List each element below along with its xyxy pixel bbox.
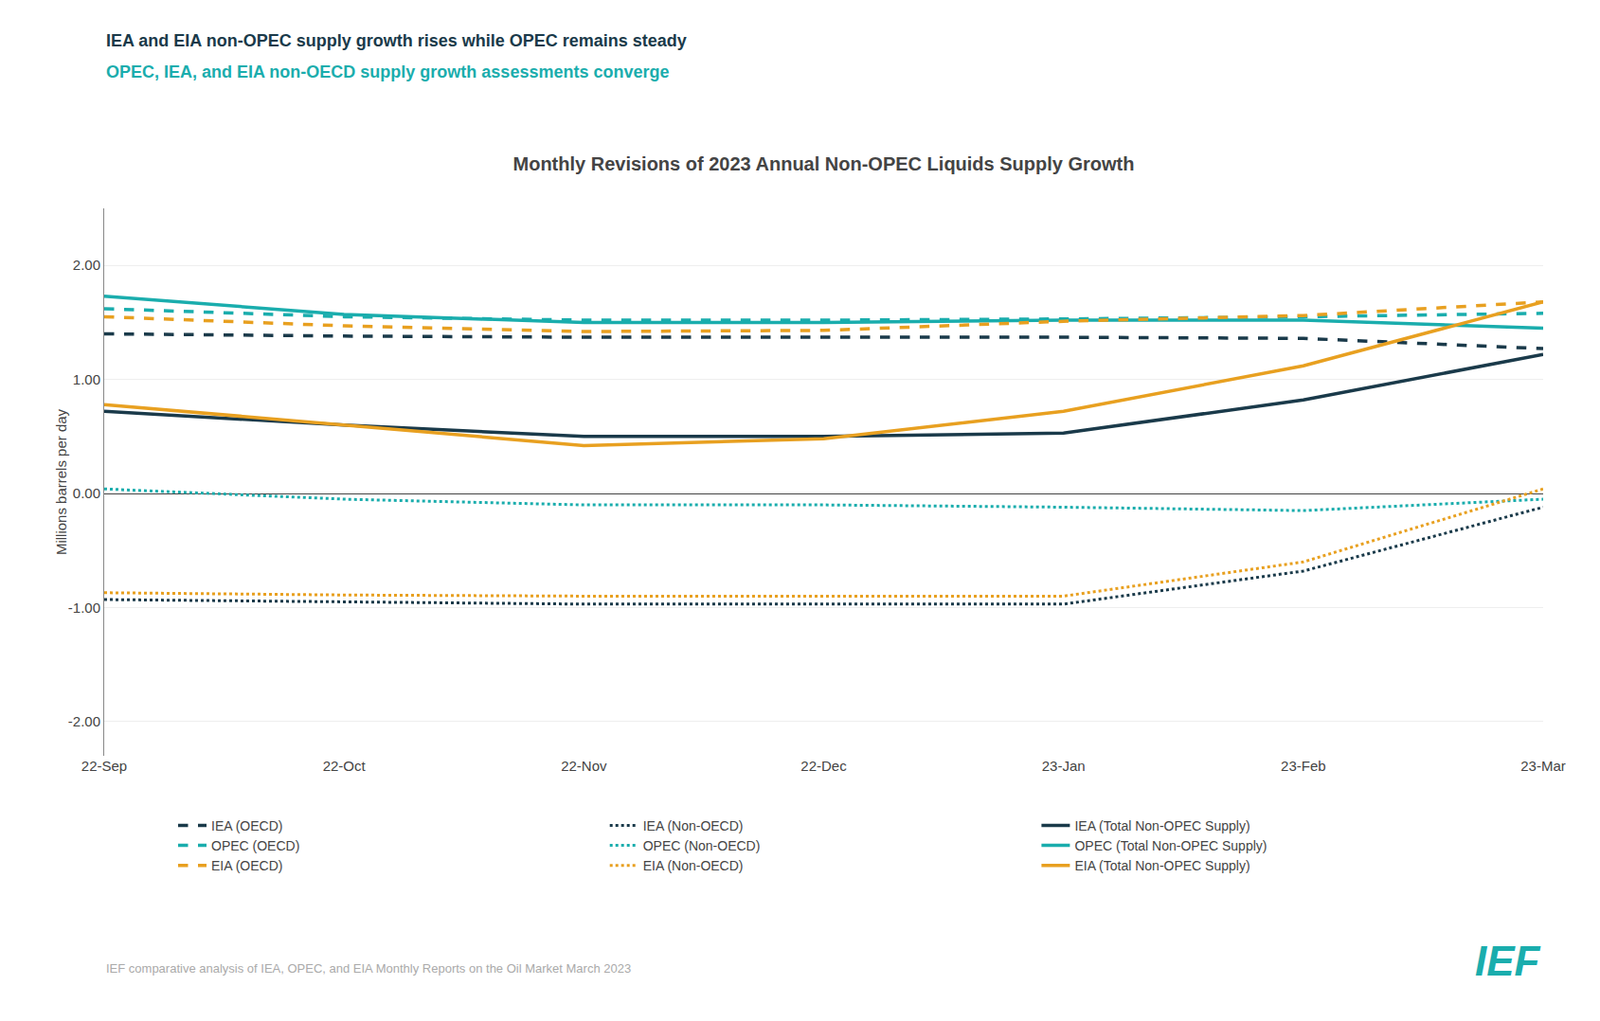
svg-text:IEA (Non-OECD): IEA (Non-OECD)	[643, 818, 744, 834]
svg-text:Millions barrels per day: Millions barrels per day	[53, 408, 70, 556]
svg-text:2.00: 2.00	[72, 256, 101, 273]
svg-text:IEF: IEF	[1474, 937, 1542, 985]
svg-text:Monthly Revisions of 2023 Annu: Monthly Revisions of 2023 Annual Non-OPE…	[513, 153, 1135, 175]
svg-text:22-Dec: 22-Dec	[800, 757, 847, 774]
svg-text:OPEC, IEA, and EIA non-OECD su: OPEC, IEA, and EIA non-OECD supply growt…	[106, 62, 669, 82]
svg-text:22-Oct: 22-Oct	[323, 757, 367, 774]
svg-text:23-Feb: 23-Feb	[1280, 757, 1327, 774]
svg-text:-2.00: -2.00	[68, 713, 101, 730]
svg-text:OPEC (Total Non-OPEC Supply): OPEC (Total Non-OPEC Supply)	[1074, 838, 1267, 854]
svg-text:0.00: 0.00	[72, 485, 101, 502]
svg-text:IEA (Total Non-OPEC Supply): IEA (Total Non-OPEC Supply)	[1074, 818, 1250, 834]
svg-text:EIA (Non-OECD): EIA (Non-OECD)	[643, 858, 744, 874]
svg-text:EIA (Total Non-OPEC Supply): EIA (Total Non-OPEC Supply)	[1074, 858, 1250, 874]
svg-text:IEA (OECD): IEA (OECD)	[211, 818, 283, 834]
svg-text:EIA (OECD): EIA (OECD)	[211, 858, 283, 874]
svg-text:IEA and EIA non-OPEC supply gr: IEA and EIA non-OPEC supply growth rises…	[106, 31, 687, 51]
svg-text:1.00: 1.00	[72, 371, 101, 388]
svg-text:IEF comparative analysis of IE: IEF comparative analysis of IEA, OPEC, a…	[106, 961, 631, 976]
svg-text:22-Sep: 22-Sep	[81, 757, 127, 774]
svg-text:23-Jan: 23-Jan	[1042, 757, 1086, 774]
svg-text:23-Mar: 23-Mar	[1520, 757, 1566, 774]
svg-text:OPEC (OECD): OPEC (OECD)	[211, 838, 300, 854]
svg-text:OPEC (Non-OECD): OPEC (Non-OECD)	[643, 838, 761, 854]
svg-text:-1.00: -1.00	[68, 599, 101, 616]
svg-text:22-Nov: 22-Nov	[560, 757, 608, 774]
